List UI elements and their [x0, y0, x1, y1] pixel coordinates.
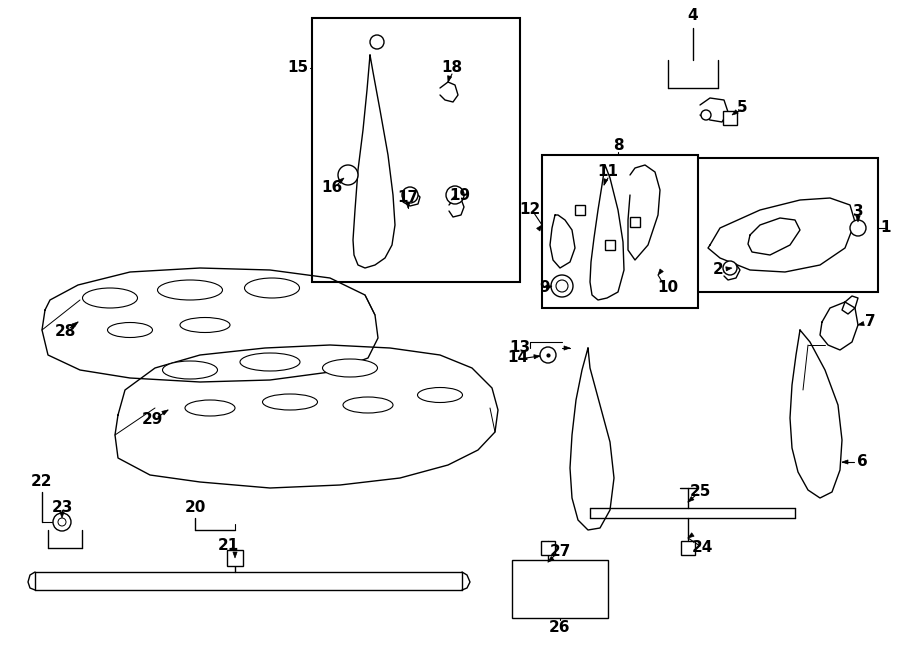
- Circle shape: [370, 35, 384, 49]
- Bar: [575, 205, 585, 215]
- Circle shape: [540, 347, 556, 363]
- Text: 23: 23: [51, 500, 73, 516]
- Polygon shape: [856, 216, 860, 222]
- Bar: [227, 550, 243, 566]
- Ellipse shape: [240, 353, 300, 371]
- Bar: [605, 240, 615, 250]
- Text: 2: 2: [713, 262, 724, 278]
- Ellipse shape: [245, 278, 300, 298]
- Text: 29: 29: [141, 412, 163, 428]
- Text: 22: 22: [32, 475, 53, 490]
- Text: 13: 13: [509, 340, 531, 356]
- Ellipse shape: [322, 359, 377, 377]
- Polygon shape: [842, 460, 848, 464]
- Bar: [690, 158, 878, 292]
- Circle shape: [53, 513, 71, 531]
- Text: 9: 9: [540, 280, 550, 295]
- Polygon shape: [732, 110, 738, 115]
- Text: 14: 14: [508, 350, 528, 366]
- Text: 15: 15: [287, 61, 309, 75]
- Bar: [630, 217, 640, 227]
- Ellipse shape: [163, 361, 218, 379]
- Polygon shape: [548, 557, 554, 562]
- Polygon shape: [564, 346, 570, 350]
- Polygon shape: [451, 195, 457, 200]
- Polygon shape: [536, 225, 542, 231]
- Polygon shape: [338, 178, 344, 184]
- Ellipse shape: [343, 397, 393, 413]
- Text: 27: 27: [549, 545, 571, 559]
- Polygon shape: [688, 533, 694, 538]
- Text: 3: 3: [852, 204, 863, 219]
- Bar: [512, 560, 608, 618]
- Circle shape: [58, 518, 66, 526]
- Polygon shape: [72, 322, 78, 327]
- Text: 6: 6: [857, 455, 868, 469]
- Ellipse shape: [180, 317, 230, 332]
- Polygon shape: [725, 267, 732, 271]
- Text: 19: 19: [449, 188, 471, 202]
- Ellipse shape: [158, 280, 222, 300]
- Text: 7: 7: [865, 315, 876, 329]
- Polygon shape: [406, 202, 410, 208]
- Polygon shape: [604, 178, 608, 185]
- Ellipse shape: [263, 394, 318, 410]
- Text: 21: 21: [218, 537, 238, 553]
- Text: 8: 8: [613, 137, 624, 153]
- Circle shape: [551, 275, 573, 297]
- Bar: [542, 155, 698, 308]
- Text: 18: 18: [441, 61, 463, 75]
- Text: 24: 24: [691, 541, 713, 555]
- Bar: [681, 541, 695, 555]
- Text: 11: 11: [598, 165, 618, 180]
- Ellipse shape: [83, 288, 138, 308]
- Circle shape: [723, 261, 737, 275]
- Polygon shape: [60, 512, 64, 518]
- Circle shape: [402, 187, 418, 203]
- Polygon shape: [162, 410, 168, 415]
- Text: 1: 1: [881, 221, 891, 235]
- Circle shape: [338, 165, 358, 185]
- Text: 10: 10: [657, 280, 679, 295]
- Circle shape: [446, 186, 464, 204]
- Text: 4: 4: [688, 7, 698, 22]
- Ellipse shape: [418, 387, 463, 403]
- Polygon shape: [858, 321, 864, 326]
- Text: 12: 12: [519, 202, 541, 217]
- Polygon shape: [447, 75, 452, 82]
- Polygon shape: [534, 355, 540, 359]
- Text: 25: 25: [689, 485, 711, 500]
- Circle shape: [701, 110, 711, 120]
- Text: 16: 16: [321, 180, 343, 196]
- Text: 26: 26: [549, 621, 571, 635]
- Polygon shape: [688, 496, 694, 502]
- Circle shape: [850, 220, 866, 236]
- Ellipse shape: [107, 323, 152, 338]
- Text: 5: 5: [737, 100, 747, 116]
- Circle shape: [556, 280, 568, 292]
- Text: 28: 28: [54, 325, 76, 340]
- Ellipse shape: [185, 400, 235, 416]
- Polygon shape: [658, 269, 663, 275]
- Polygon shape: [233, 552, 237, 558]
- Bar: [723, 111, 737, 125]
- Text: 17: 17: [398, 190, 418, 206]
- Text: 20: 20: [184, 500, 206, 516]
- Bar: [312, 18, 520, 282]
- Bar: [541, 541, 555, 555]
- Polygon shape: [545, 286, 552, 290]
